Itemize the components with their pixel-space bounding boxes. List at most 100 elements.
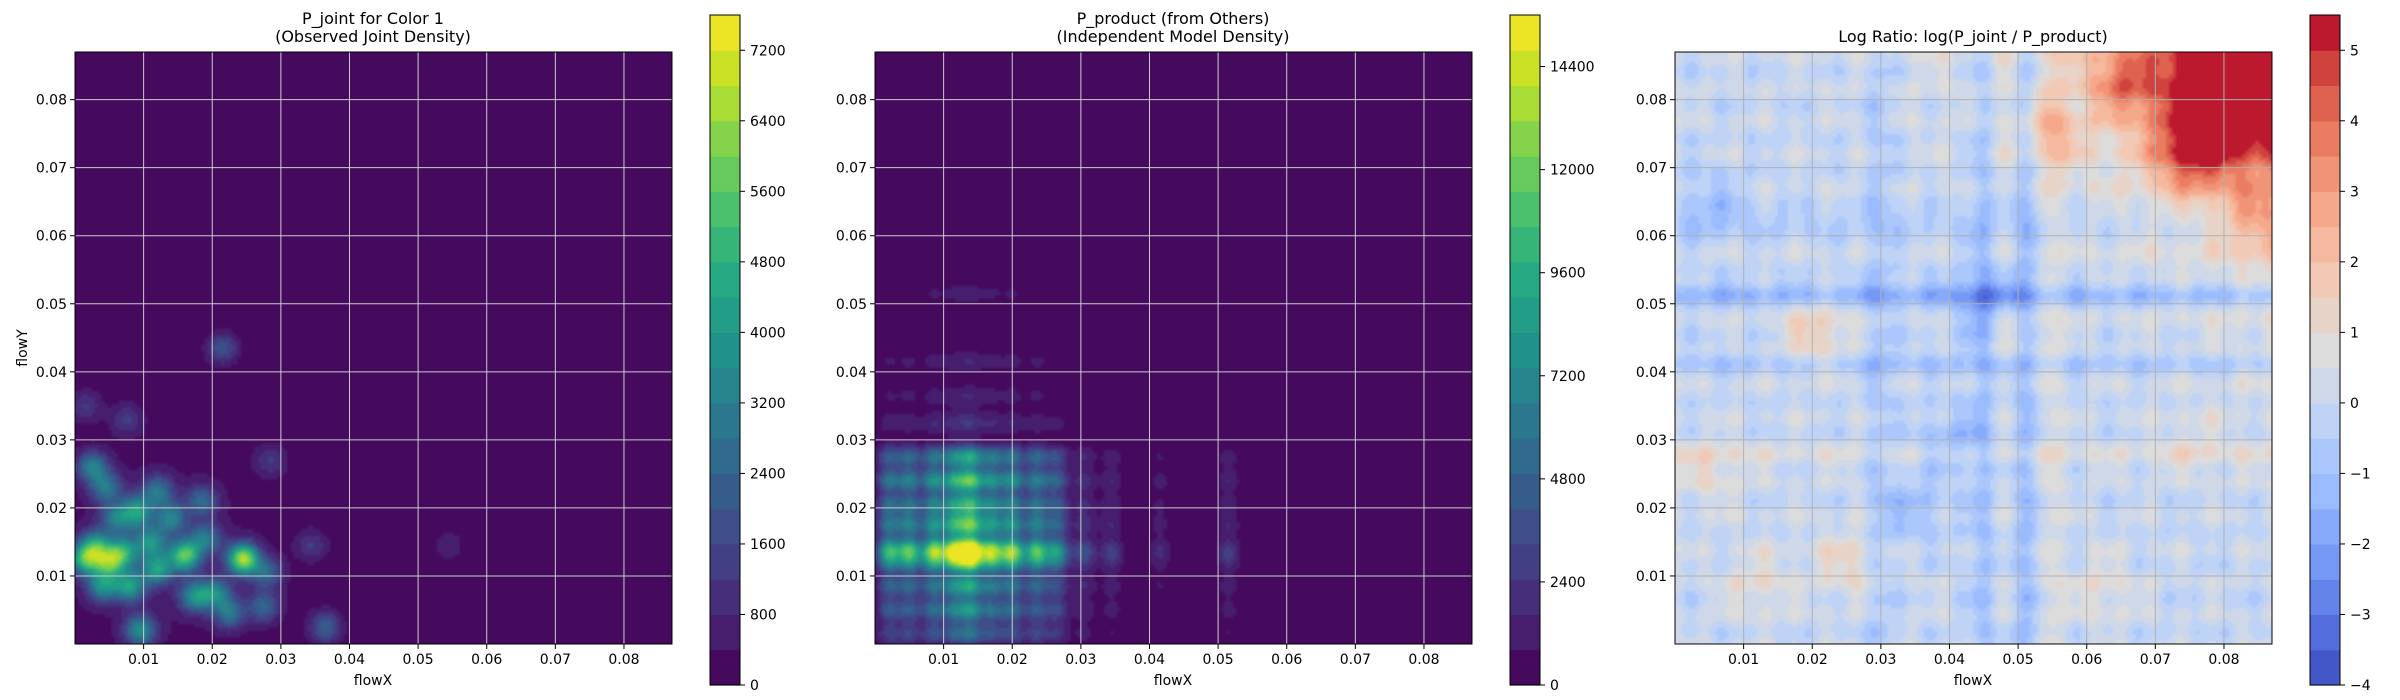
x-tick-label: 0.06 bbox=[471, 652, 502, 668]
colorbar-tick-label: 14400 bbox=[1550, 60, 1595, 76]
x-axis-label: flowX bbox=[1954, 673, 1993, 689]
colorbar-tick-label: 2400 bbox=[1550, 575, 1586, 591]
y-tick-label: 0.05 bbox=[1636, 297, 1667, 313]
colorbar-level bbox=[1510, 579, 1540, 616]
x-tick-label: 0.01 bbox=[128, 652, 159, 668]
colorbar-level bbox=[1510, 543, 1540, 580]
colorbar-level bbox=[2310, 15, 2340, 51]
x-tick-label: 0.07 bbox=[2140, 652, 2171, 668]
y-tick-label: 0.07 bbox=[36, 161, 67, 177]
colorbar-level bbox=[710, 508, 740, 545]
colorbar-level bbox=[2310, 120, 2340, 157]
grid-lines bbox=[875, 52, 1472, 644]
colorbar-tick-label: 6400 bbox=[750, 114, 786, 130]
x-tick-label: 0.01 bbox=[928, 652, 959, 668]
colorbar-tick-label: 3200 bbox=[750, 396, 786, 412]
x-axis: 0.01 0.02 0.03 0.04 0.05 0.06 0.07 0.08 bbox=[1728, 644, 2240, 668]
colorbar-level bbox=[710, 649, 740, 686]
colorbar-level bbox=[710, 614, 740, 651]
y-axis: 0.01 0.02 0.03 0.04 0.05 0.06 0.07 0.08 bbox=[836, 93, 875, 585]
y-tick-label: 0.03 bbox=[36, 433, 67, 449]
panel-p-joint: P_joint for Color 1 (Observed Joint Dens… bbox=[15, 9, 786, 694]
x-tick-label: 0.08 bbox=[608, 652, 639, 668]
colorbar-level bbox=[2310, 85, 2340, 122]
colorbar-tick-label: 2400 bbox=[750, 466, 786, 482]
colorbar-level bbox=[1510, 367, 1540, 404]
colorbar-level bbox=[710, 367, 740, 404]
heatmap-image bbox=[75, 52, 672, 644]
plot-frame bbox=[74, 51, 673, 645]
panel-p-product: P_product (from Others) (Independent Mod… bbox=[836, 9, 1595, 694]
colorbar-frame bbox=[1509, 14, 1541, 686]
x-tick-label: 0.04 bbox=[334, 652, 365, 668]
x-tick-label: 0.03 bbox=[1865, 652, 1896, 668]
colorbar-level bbox=[1510, 332, 1540, 369]
y-tick-label: 0.02 bbox=[36, 501, 67, 517]
x-tick-label: 0.07 bbox=[1340, 652, 1371, 668]
colorbar-tick-label: 7200 bbox=[1550, 369, 1586, 385]
y-tick-label: 0.06 bbox=[836, 229, 867, 245]
x-tick-label: 0.05 bbox=[1203, 652, 1234, 668]
x-tick-label: 0.05 bbox=[2003, 652, 2034, 668]
chart-subtitle: (Independent Model Density) bbox=[1057, 27, 1290, 46]
x-axis-label: flowX bbox=[1154, 673, 1193, 689]
colorbar-level bbox=[1510, 261, 1540, 298]
plot-area bbox=[1674, 51, 2273, 645]
x-tick-label: 0.08 bbox=[2208, 652, 2239, 668]
colorbar-frame bbox=[2309, 14, 2341, 686]
colorbar-level bbox=[2310, 543, 2340, 580]
y-tick-label: 0.01 bbox=[1636, 569, 1667, 585]
colorbar-level bbox=[2310, 332, 2340, 369]
y-tick-label: 0.05 bbox=[836, 297, 867, 313]
x-tick-label: 0.06 bbox=[2071, 652, 2102, 668]
colorbar-level bbox=[1510, 156, 1540, 192]
colorbar-level bbox=[1510, 85, 1540, 122]
colorbar-level bbox=[710, 120, 740, 157]
colorbar-level bbox=[710, 579, 740, 616]
colorbar-level bbox=[710, 332, 740, 369]
colorbar-tick-label: −4 bbox=[2350, 678, 2371, 694]
colorbar-tick-label: 4 bbox=[2350, 114, 2359, 130]
colorbar-tick-label: 4800 bbox=[1550, 472, 1586, 488]
x-axis: 0.01 0.02 0.03 0.04 0.05 0.06 0.07 0.08 bbox=[928, 644, 1440, 668]
colorbar-level bbox=[710, 191, 740, 228]
y-tick-label: 0.04 bbox=[36, 365, 67, 381]
colorbar-ticks: −4 −3 −2 −1 0 1 2 3 4 5 bbox=[2340, 43, 2371, 694]
colorbar-tick-label: 4000 bbox=[750, 325, 786, 341]
colorbar-level bbox=[1510, 191, 1540, 228]
colorbar-tick-label: −2 bbox=[2350, 537, 2371, 553]
x-tick-label: 0.04 bbox=[1934, 652, 1965, 668]
x-tick-label: 0.06 bbox=[1271, 652, 1302, 668]
plot-frame bbox=[1674, 51, 2273, 645]
colorbar-frame bbox=[709, 14, 741, 686]
x-tick-label: 0.04 bbox=[1134, 652, 1165, 668]
y-axis: 0.01 0.02 0.03 0.04 0.05 0.06 0.07 0.08 bbox=[36, 93, 75, 585]
colorbar-tick-label: 800 bbox=[750, 607, 777, 623]
x-tick-label: 0.02 bbox=[1797, 652, 1828, 668]
y-tick-label: 0.02 bbox=[836, 501, 867, 517]
colorbar-tick-label: 0 bbox=[1550, 678, 1559, 694]
x-tick-label: 0.02 bbox=[197, 652, 228, 668]
y-axis-label: flowY bbox=[15, 329, 31, 367]
colorbar-tick-label: 2 bbox=[2350, 255, 2359, 271]
colorbar-gradient bbox=[710, 15, 740, 686]
colorbar-level bbox=[2310, 614, 2340, 651]
colorbar-level bbox=[710, 226, 740, 263]
x-axis-label: flowX bbox=[354, 673, 393, 689]
x-tick-label: 0.03 bbox=[265, 652, 296, 668]
colorbar-tick-label: 5 bbox=[2350, 43, 2359, 59]
heatmap-image bbox=[1675, 52, 2272, 644]
plot-frame bbox=[874, 51, 1473, 645]
x-tick-label: 0.01 bbox=[1728, 652, 1759, 668]
colorbar-level bbox=[710, 50, 740, 87]
y-tick-label: 0.08 bbox=[1636, 93, 1667, 109]
colorbar-tick-label: 3 bbox=[2350, 184, 2359, 200]
colorbar-level bbox=[2310, 50, 2340, 87]
colorbar-level bbox=[2310, 297, 2340, 333]
colorbar-level bbox=[1510, 226, 1540, 263]
colorbar-tick-label: 4800 bbox=[750, 255, 786, 271]
y-tick-label: 0.08 bbox=[836, 93, 867, 109]
colorbar-level bbox=[2310, 261, 2340, 298]
colorbar-tick-label: 1 bbox=[2350, 325, 2359, 341]
